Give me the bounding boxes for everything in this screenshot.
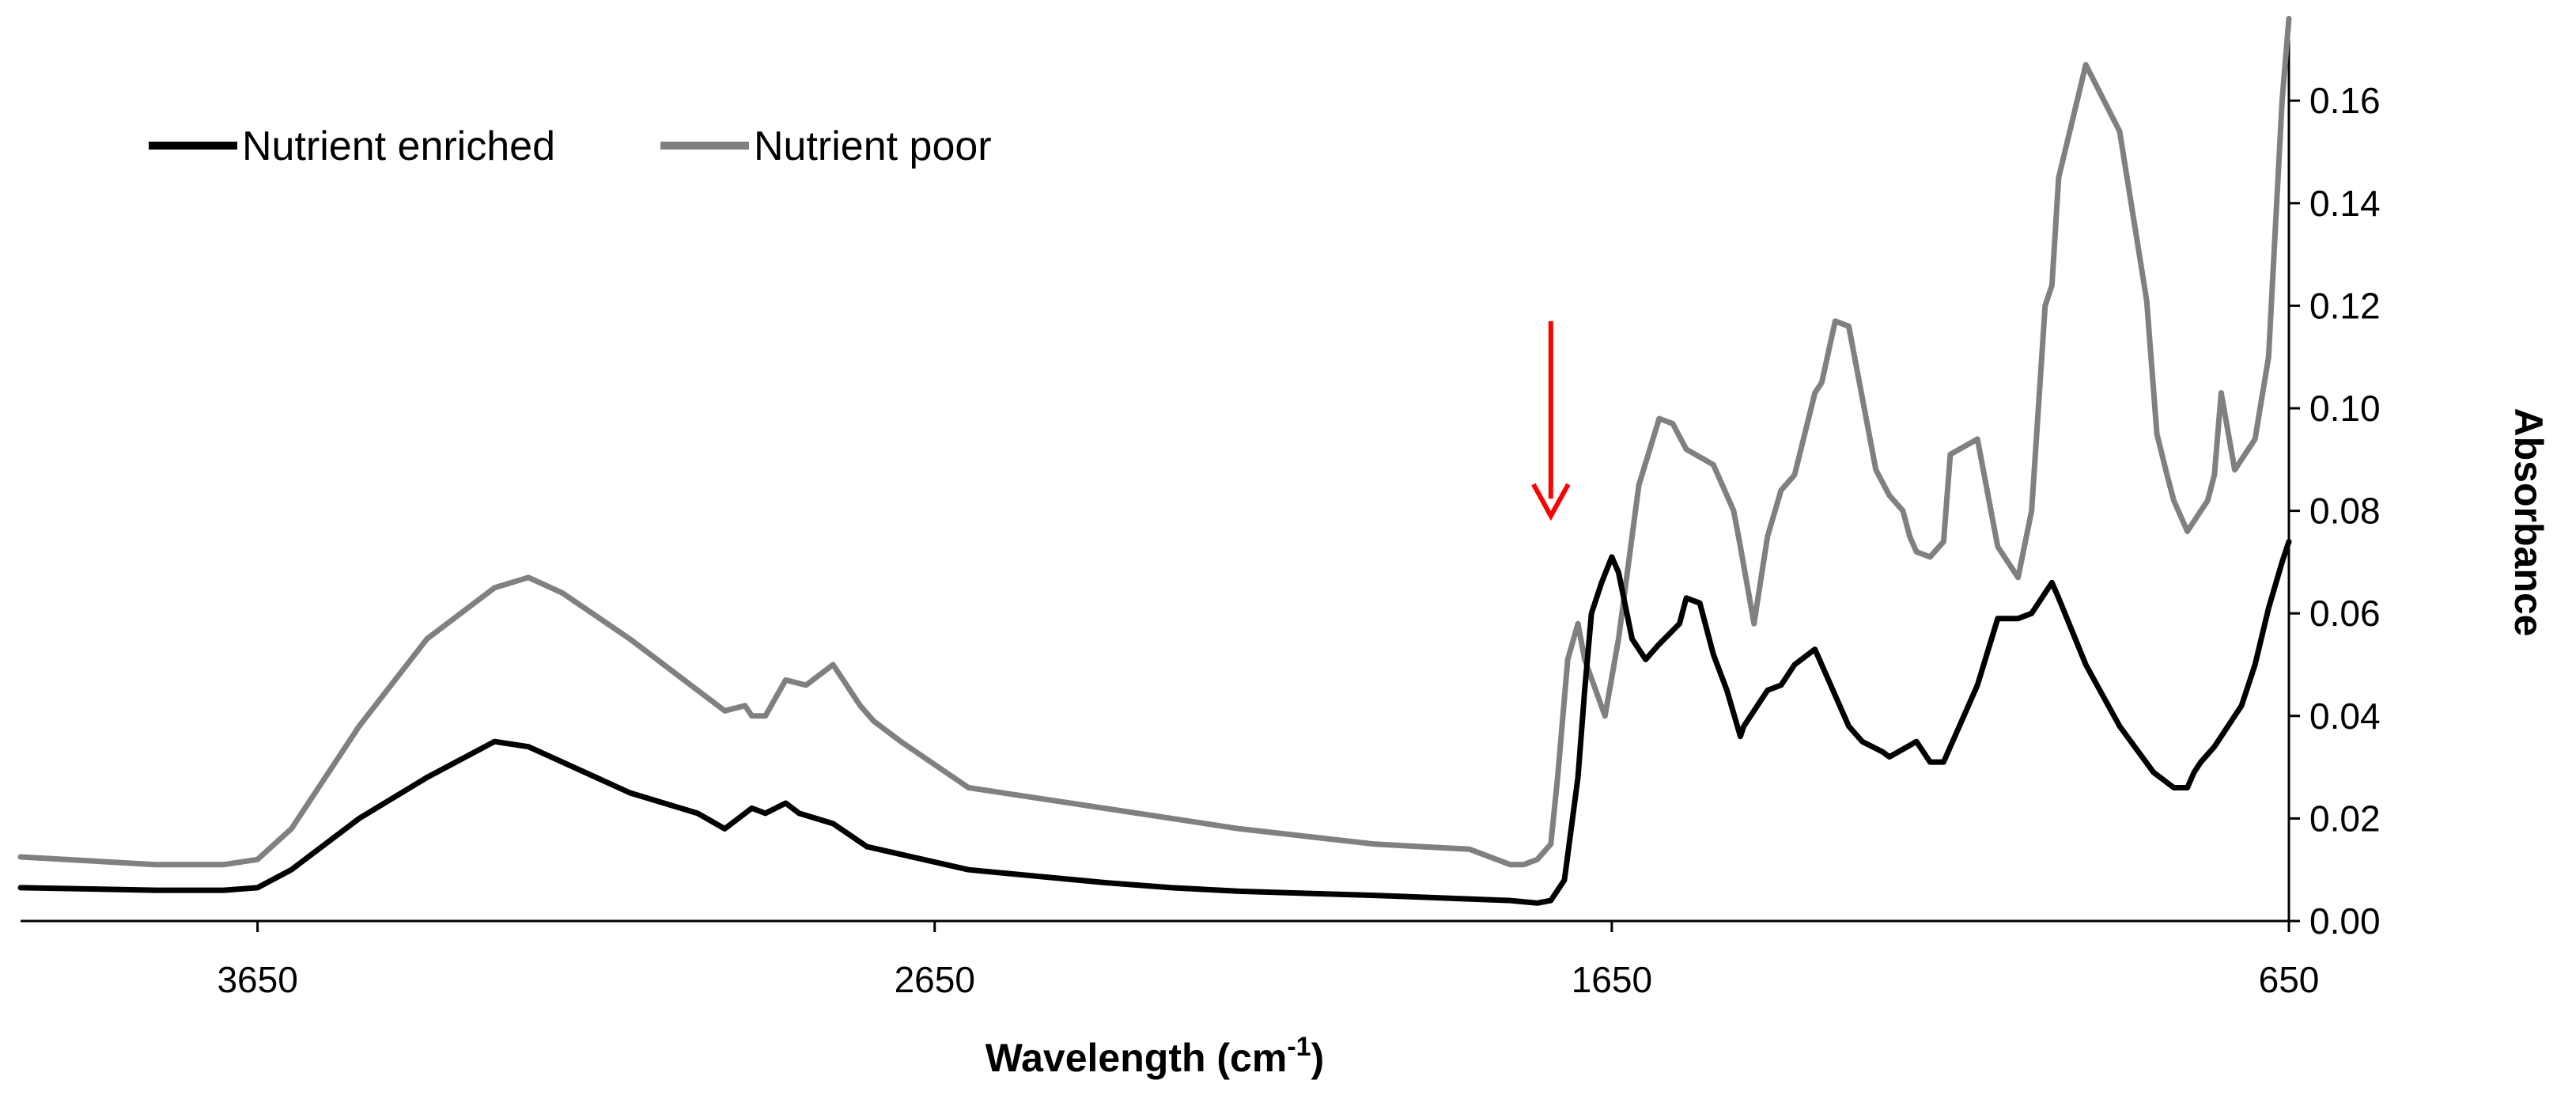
x-tick-label: 1650 [1572, 959, 1652, 1000]
y-axis-title: Absorbance [2506, 408, 2551, 637]
legend: Nutrient enriched Nutrient poor [149, 123, 992, 169]
y-tick-label: 0.02 [2309, 798, 2381, 839]
y-tick-label: 0.10 [2309, 388, 2381, 429]
series-line-nutrient-enriched [17, 539, 2292, 906]
y-tick-label: 0.08 [2309, 491, 2381, 532]
x-tick-label: 650 [2259, 959, 2320, 1000]
series-line-nutrient-poor [17, 16, 2292, 868]
y-tick-label: 0.06 [2309, 593, 2381, 634]
legend-label-nutrient-poor: Nutrient poor [754, 123, 992, 169]
x-axis-title-suffix: ) [1311, 1036, 1325, 1080]
y-axis-ticks: 0.00 0.02 0.04 0.06 0.08 0.10 0.12 0.14 0.16 [2289, 80, 2381, 942]
x-axis-title-main: Wavelength (cm [985, 1036, 1288, 1080]
y-tick-label: 0.16 [2309, 80, 2381, 121]
x-axis-ticks: 3650 2650 1650 650 [217, 921, 2319, 1000]
y-tick-label: 0.14 [2309, 183, 2381, 224]
legend-label-nutrient-enriched: Nutrient enriched [242, 123, 555, 169]
x-tick-label: 3650 [217, 959, 297, 1000]
y-tick-label: 0.00 [2309, 900, 2381, 942]
y-tick-label: 0.04 [2309, 696, 2381, 737]
x-tick-label: 2650 [895, 959, 975, 1000]
y-tick-label: 0.12 [2309, 285, 2381, 326]
x-axis-title: Wavelength (cm-1) [985, 1032, 1324, 1080]
annotation-layer [1531, 320, 1571, 521]
series-layer [17, 16, 2292, 906]
annotation-arrow-head [1531, 483, 1571, 521]
plot-area: 3650 2650 1650 650 0.00 0.02 0.04 0.06 0.08 0.10… [17, 16, 2381, 1000]
x-axis-title-superscript: -1 [1287, 1032, 1311, 1062]
